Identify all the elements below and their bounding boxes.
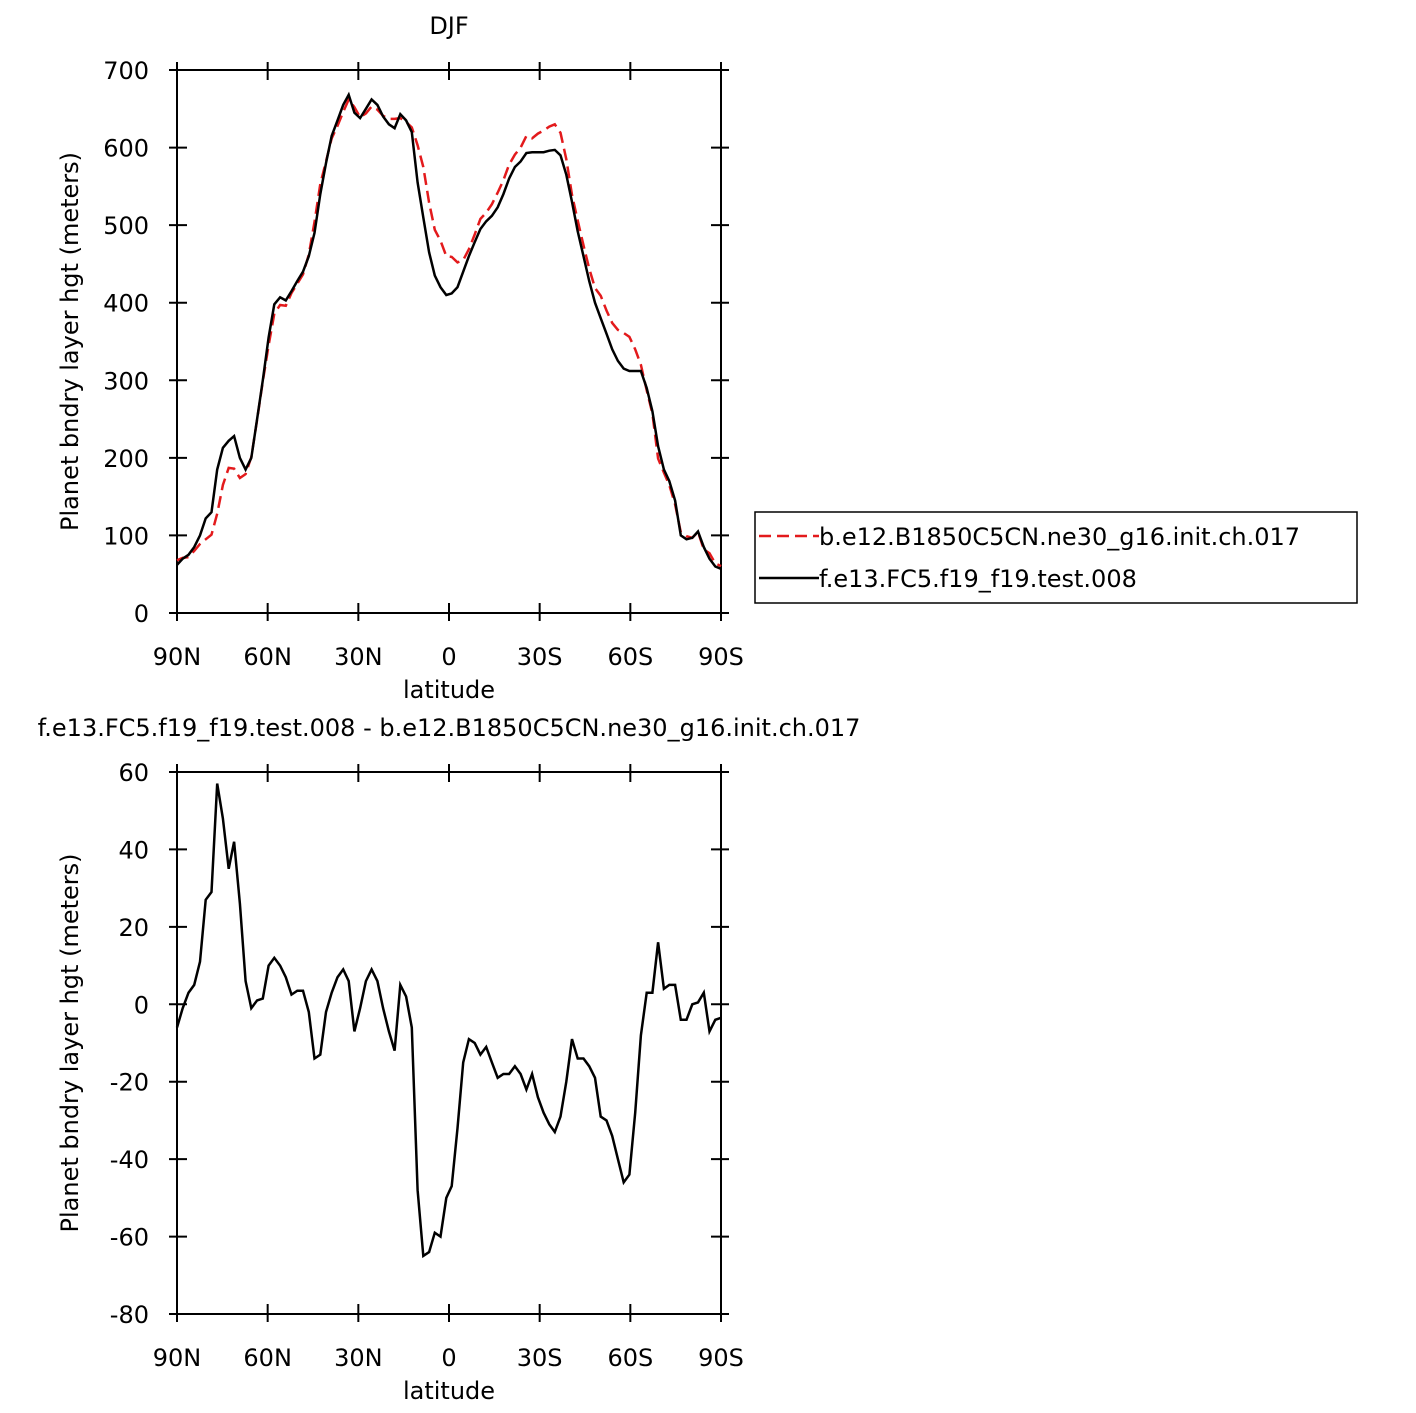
x-tick-label: 90N (153, 1344, 202, 1372)
x-axis-label: latitude (403, 676, 495, 704)
y-axis-label: Planet bndry layer hgt (meters) (56, 854, 84, 1233)
legend-label: f.e13.FC5.f19_f19.test.008 (819, 565, 1137, 593)
legend-box (754, 511, 1358, 604)
chart-title: DJF (429, 12, 468, 40)
y-tick-label: 100 (103, 522, 149, 550)
x-tick-label: 60N (243, 1344, 292, 1372)
x-tick-label: 60N (243, 643, 292, 671)
x-tick-label: 60S (607, 643, 653, 671)
x-tick-label: 30S (517, 1344, 563, 1372)
y-tick-label: -40 (110, 1146, 149, 1174)
line (175, 783, 722, 1259)
x-tick-label: 30N (334, 1344, 383, 1372)
y-tick-label: -20 (110, 1069, 149, 1097)
y-tick-label: 0 (134, 991, 149, 1019)
x-axis-label: latitude (403, 1377, 495, 1405)
y-tick-label: 400 (103, 290, 149, 318)
y-tick-label: 60 (118, 759, 149, 787)
y-tick-label: 200 (103, 445, 149, 473)
chart-title: f.e13.FC5.f19_f19.test.008 - b.e12.B1850… (38, 714, 861, 742)
x-tick-label: 30N (334, 643, 383, 671)
y-tick-label: -60 (110, 1224, 149, 1252)
x-tick-label: 60S (607, 1344, 653, 1372)
x-tick-label: 90N (153, 643, 202, 671)
line (176, 97, 722, 568)
y-tick-label: 500 (103, 212, 149, 240)
y-tick-label: 300 (103, 367, 149, 395)
y-axis-label: Planet bndry layer hgt (meters) (56, 152, 84, 531)
legend-label: b.e12.B1850C5CN.ne30_g16.init.ch.017 (819, 523, 1300, 551)
x-tick-label: 90S (698, 643, 744, 671)
x-tick-label: 90S (698, 1344, 744, 1372)
y-tick-label: 700 (103, 57, 149, 85)
x-tick-label: 30S (517, 643, 563, 671)
y-tick-label: 20 (118, 914, 149, 942)
y-tick-label: 600 (103, 135, 149, 163)
x-tick-label: 0 (441, 1344, 456, 1372)
y-tick-label: -80 (110, 1301, 149, 1329)
line (176, 91, 722, 570)
x-tick-label: 0 (441, 643, 456, 671)
plot-frame (176, 771, 722, 1315)
y-tick-label: 40 (118, 836, 149, 864)
y-tick-label: 0 (134, 600, 149, 628)
plot-frame (176, 69, 722, 614)
